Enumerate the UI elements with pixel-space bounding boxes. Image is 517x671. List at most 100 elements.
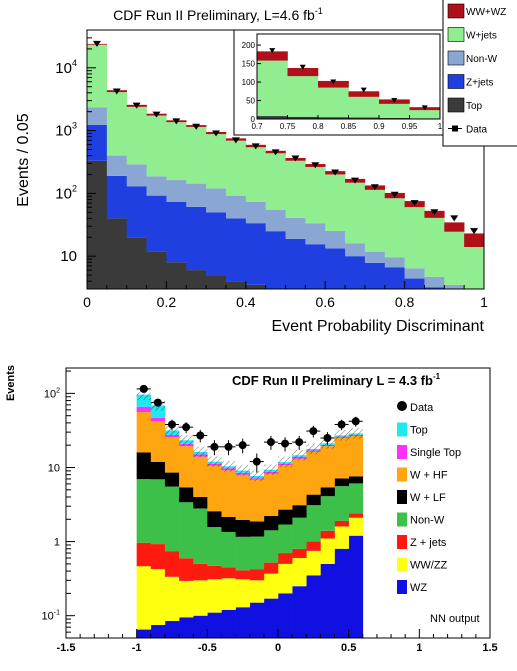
bar-w-lf-0 (136, 452, 152, 480)
bar-non-w-3 (146, 176, 167, 196)
bar-top-2 (126, 237, 147, 289)
data-point-bottom-9 (266, 438, 275, 447)
inset-bar-wjets-1 (287, 76, 319, 117)
bar-w-hf-5 (207, 465, 222, 512)
bar-wz-4 (193, 615, 208, 638)
bar-wz-3 (179, 617, 194, 638)
bar-non-w-3 (179, 502, 194, 559)
bar-w-hf-11 (292, 458, 307, 506)
bar-non-w-9 (265, 209, 286, 232)
bar-w-jets-14 (364, 189, 386, 252)
bar-w-jets-6 (206, 134, 227, 189)
bar-top-4 (166, 262, 187, 289)
data-point-4 (172, 118, 181, 125)
y-tick-label-1: 102 (55, 183, 77, 202)
data-point-bottom-4 (196, 431, 205, 440)
bar-non-w-5 (207, 527, 222, 566)
bar-w-lf-13 (320, 487, 335, 497)
bar-z-jets-0 (136, 542, 152, 567)
data-point-11 (311, 162, 320, 169)
bar-w-lf-9 (263, 515, 279, 531)
bar-w-jets-2 (126, 106, 147, 165)
bar-w-jets-5 (186, 126, 207, 184)
top-legend-frame (442, 0, 517, 147)
data-point-19 (470, 228, 479, 235)
bar-top-0 (87, 160, 108, 289)
bottom-x-tick-label-4: 0.5 (341, 642, 356, 654)
bottom-legend-label-8: WZ (410, 582, 427, 594)
bar-z-jets-1 (150, 544, 166, 570)
bottom-y-tick-label-3: 102 (44, 387, 60, 400)
bar-z-jets-14 (334, 520, 349, 527)
bar-non-w-16 (404, 268, 425, 279)
top-x-axis-label: Event Probability Discriminant (271, 318, 484, 335)
inset-x-tick-label-5: 0.95 (402, 122, 418, 131)
bar-w-jets-15 (384, 198, 405, 258)
bar-z-jets-14 (364, 262, 386, 289)
bar-non-w-12 (325, 230, 346, 249)
bar-non-w-8 (245, 201, 266, 224)
bar-z-jets-16 (404, 278, 425, 289)
bar-non-w-0 (136, 479, 152, 543)
data-point-15 (390, 191, 399, 198)
data-point-2 (132, 102, 141, 109)
inset-bar-wwwz-3 (348, 91, 380, 97)
bottom-legend-label-0: Data (410, 402, 434, 414)
bar-non-w-12 (306, 505, 321, 542)
top-legend-label-5: Data (466, 125, 488, 136)
uncertainty-band-5 (207, 456, 222, 467)
bar-w-hf-1 (150, 421, 166, 462)
nn-output-annotation: NN output (430, 613, 480, 625)
bar-non-w-0 (87, 107, 108, 125)
bar-w-lf-10 (278, 509, 293, 525)
top-legend-label-3: Z+jets (466, 78, 494, 89)
bar-w-hf-0 (136, 412, 152, 453)
bar-ww-zz-7 (235, 579, 251, 608)
bar-wz-15 (348, 535, 364, 638)
bar-non-w-4 (166, 180, 187, 202)
top-legend-label-1: W+jets (466, 31, 497, 42)
inset-y-tick-label-1: 50 (246, 97, 255, 106)
bar-non-w-11 (305, 223, 326, 245)
bar-wz-2 (164, 620, 180, 638)
bar-ww-zz-0 (136, 566, 152, 630)
bar-wz-8 (249, 602, 265, 638)
x-tick-label-4: 0.8 (395, 294, 415, 310)
bar-ww-zz-4 (193, 580, 208, 616)
bar-top-7 (225, 281, 247, 289)
inset-bar-low-0 (257, 116, 288, 119)
bottom-y-tick-label-1: 1 (54, 537, 60, 549)
bottom-legend-swatch-3 (397, 467, 407, 482)
bar-w-jets-1 (106, 92, 127, 156)
bar-z-jets-7 (235, 570, 251, 580)
data-point-16 (410, 200, 419, 207)
bottom-legend-label-6: Z + jets (410, 537, 447, 549)
top-legend-label-2: Non-W (466, 54, 498, 65)
bar-non-w-17 (424, 276, 445, 288)
data-point-bottom-6 (224, 442, 233, 451)
bar-z-jets-9 (263, 562, 279, 574)
bar-non-w-1 (150, 479, 166, 545)
bar-single-top-2 (164, 434, 180, 438)
chart-top: CDF Run II Preliminary, L=4.6 fb-1 0 0.2 0… (15, 0, 517, 335)
uncertainty-band-8 (249, 470, 264, 482)
data-point-bottom-5 (210, 442, 219, 451)
top-x-axis: 0 0.2 0.4 0.6 0.8 1 (83, 281, 488, 310)
uncertainty-band-4 (193, 446, 208, 458)
bottom-legend-label-1: Top (410, 425, 428, 437)
inset-data-point-1 (299, 64, 306, 70)
bar-non-w-15 (384, 257, 405, 268)
uncertainty-band-3 (179, 434, 194, 446)
bar-w-jets-10 (285, 160, 306, 218)
bar-w-lf-12 (306, 494, 321, 506)
bottom-y-axis-label: Events (5, 365, 17, 401)
inset-bar-wjets-5 (409, 110, 441, 119)
x-tick-label-3: 0.6 (315, 294, 335, 310)
bottom-x-tick-label-5: 1 (416, 642, 422, 654)
bar-w-jets-13 (345, 182, 366, 244)
bar-w-jets-7 (225, 140, 247, 196)
uncertainty-band-0 (136, 389, 151, 400)
chart-bottom: -1.5 -1 -0.5 0 0.5 1 1.5 10-1 1 10 102 CDF Run II… (5, 365, 498, 654)
top-y-axis: 10 102 103 104 (55, 29, 96, 290)
data-point-17 (430, 209, 439, 216)
